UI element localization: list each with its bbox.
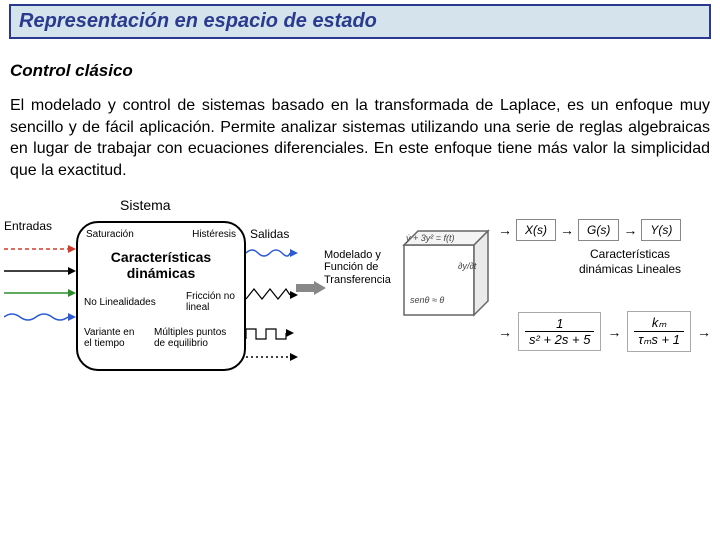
output-arrow-dotted — [246, 351, 298, 363]
arrow-icon: → — [560, 222, 574, 238]
block-xs: X(s) — [516, 219, 556, 241]
frac2-num: kₘ — [634, 315, 684, 332]
friccion-text: Fricción no lineal — [186, 291, 240, 313]
nolineal-text: No Linealidades — [84, 297, 156, 308]
entradas-label: Entradas — [4, 219, 52, 233]
system-box: Saturación Histéresis Características di… — [76, 221, 246, 371]
eq1-text: ẏ + 3y² = f(t) — [406, 233, 455, 243]
multiples-text: Múltiples puntos de equilibrio — [154, 327, 240, 349]
caract-dinamicas-title: Características dinámicas — [78, 249, 244, 281]
eq3-text: senθ ≈ θ — [410, 295, 444, 305]
sistema-label: Sistema — [120, 197, 171, 213]
arrow-icon: → — [607, 324, 621, 340]
eq2-text: ∂y/∂t — [458, 261, 476, 271]
transfer-func-2: kₘ τₘs + 1 — [627, 311, 691, 352]
big-arrow-icon — [296, 281, 326, 295]
input-arrow-black — [4, 265, 76, 277]
block-gs: G(s) — [578, 219, 619, 241]
frac1-num: 1 — [525, 316, 594, 332]
arrow-icon: → — [623, 222, 637, 238]
title-bar: Representación en espacio de estado — [9, 4, 711, 39]
salidas-label: Salidas — [250, 227, 289, 241]
main-paragraph: El modelado y control de sistemas basado… — [10, 95, 710, 181]
frac1-den: s² + 2s + 5 — [525, 332, 594, 347]
arrow-icon: → — [498, 222, 512, 238]
arrow-icon: → — [697, 324, 711, 340]
output-arrow-sq — [246, 327, 298, 343]
frac-row: → 1 s² + 2s + 5 → kₘ τₘs + 1 → — [498, 311, 711, 352]
output-arrow-tri — [246, 287, 298, 303]
diagram-area: Sistema Entradas Salidas Saturación Hist… — [0, 191, 720, 451]
block-row: → X(s) → G(s) → Y(s) — [498, 219, 681, 241]
input-arrow-blue — [4, 309, 76, 325]
transfer-func-1: 1 s² + 2s + 5 — [518, 312, 601, 351]
saturacion-text: Saturación — [86, 229, 134, 240]
input-arrow-green — [4, 287, 76, 299]
output-arrow-blue — [246, 245, 298, 261]
variante-text: Variante en el tiempo — [84, 327, 144, 349]
cube-label: Modelado y Función de Transferencia — [324, 249, 400, 285]
histeresis-text: Histéresis — [192, 229, 236, 240]
block-ys: Y(s) — [641, 219, 681, 241]
input-arrow-red — [4, 243, 76, 255]
page-title: Representación en espacio de estado — [19, 10, 701, 33]
caract-lineales-label: Características dinámicas Lineales — [570, 247, 690, 276]
subtitle: Control clásico — [10, 61, 720, 81]
arrow-icon: → — [498, 324, 512, 340]
frac2-den: τₘs + 1 — [634, 332, 684, 348]
